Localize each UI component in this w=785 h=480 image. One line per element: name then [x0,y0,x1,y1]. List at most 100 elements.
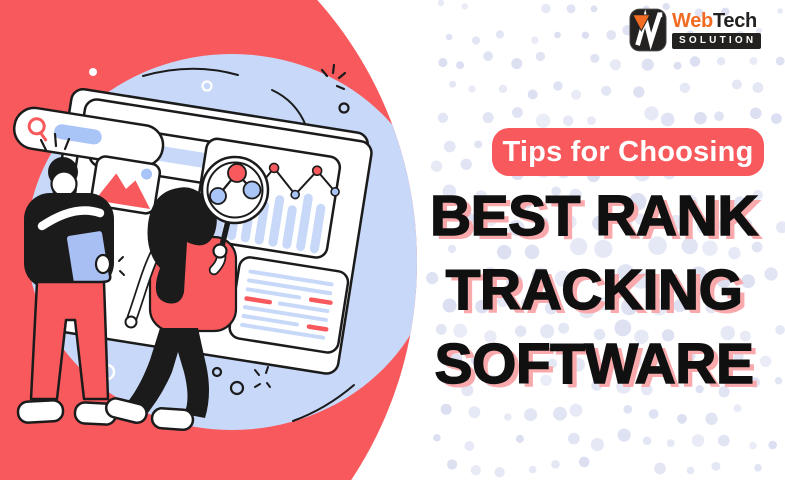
halftone-dot [569,403,583,417]
halftone-dot [590,5,598,13]
halftone-dot [721,7,730,16]
halftone-dot [449,80,457,88]
halftone-dot [483,51,493,62]
halftone-dot [512,107,523,118]
halftone-dot [628,354,642,369]
halftone-dot [750,107,762,120]
woman-hand-grip [212,243,228,259]
logo-wordmark: WebTech [672,11,757,32]
halftone-dot [496,295,509,308]
halftone-dot [515,434,524,443]
webtech-logo-icon [629,8,667,52]
halftone-dot [495,30,504,39]
man-shoe [16,399,65,424]
halftone-dot [498,84,508,94]
decor-arc-bottom [292,384,355,422]
halftone-dot [519,195,533,209]
halftone-dot [535,113,551,128]
halftone-dot [482,112,494,124]
logo-word-tech: Tech [712,10,757,32]
halftone-dot [581,31,590,39]
magnifying-glass [200,155,270,259]
halftone-dot [749,57,758,66]
halftone-dot [565,377,578,389]
halftone-dot [440,403,452,415]
halftone-dot [649,351,663,365]
halftone-dot [754,464,762,472]
halftone-dot [673,61,682,70]
halftone-dot [668,215,684,230]
halftone-dot [571,357,585,372]
halftone-dot [648,409,659,419]
title-line-1: BEST RANK [429,183,759,248]
report-lines [240,269,334,340]
halftone-dot [532,267,549,284]
halftone-dot [606,30,617,40]
magnified-data-points [209,163,262,205]
woman-arm [128,250,159,322]
decor-circle-small [229,380,245,396]
halftone-dot [681,237,698,255]
halftone-dot [775,56,785,66]
halftone-dot [578,456,590,468]
halftone-dot [430,160,443,172]
halftone-dot [568,432,580,445]
halftone-dot [558,322,570,334]
halftone-dot [472,36,481,45]
halftone-dot [694,8,704,18]
decor-arc-top [142,67,239,77]
halftone-dot [497,245,512,260]
halftone-dot [641,384,653,396]
halftone-dot [741,274,755,289]
halftone-dot [470,465,481,476]
halftone-dot [531,36,539,44]
halftone-dot [739,218,753,231]
halftone-dot [470,355,479,365]
halftone-dot [651,298,668,316]
mountain-icon [94,173,151,210]
halftone-dot [733,351,744,362]
halftone-dot [571,89,582,100]
logo-orange-triangle [632,14,651,32]
halftone-dot [768,440,777,450]
woman-pants [123,328,209,420]
halftone-dot [749,441,757,450]
halftone-dot [694,111,707,125]
halftone-dot [570,237,588,256]
decor-arc-right [271,89,307,127]
halftone-dot [541,3,551,14]
halftone-dot [590,437,605,452]
halftone-dot [714,111,724,121]
sparkle-icon [320,63,347,91]
halftone-dot [695,385,704,394]
halftone-dot [728,246,741,260]
halftone-dot [649,196,662,210]
search-pill [54,124,102,145]
analyst-man [16,132,118,426]
logo-word-web: Web [672,10,713,32]
decor-dot-white [89,68,97,76]
halftone-dot [553,406,567,421]
halftone-dot [617,428,631,442]
halftone-dot [524,244,540,260]
halftone-dot [551,186,561,197]
halftone-dot [562,214,577,230]
halftone-dot [716,273,732,288]
halftone-dot [690,266,707,284]
halftone-dot [654,462,666,475]
woman-hair [147,187,217,304]
halftone-dot [777,8,783,14]
halftone-dot [733,404,742,413]
halftone-dot [705,412,718,425]
halftone-dot [485,374,498,387]
halftone-dot [540,374,552,386]
halftone-dot [648,236,667,255]
halftone-dot [752,82,764,93]
halftone-dot [590,53,600,63]
halftone-dot [591,380,603,391]
halftone-dot [521,298,531,308]
halftone-dot [634,329,649,344]
halftone-dot [554,270,571,287]
halftone-dot [679,82,690,94]
